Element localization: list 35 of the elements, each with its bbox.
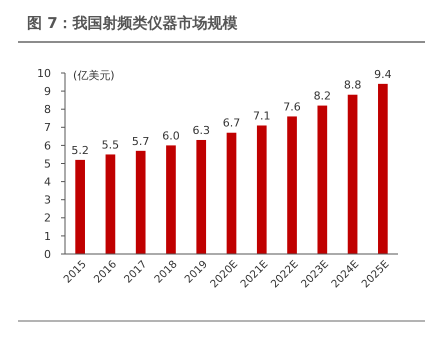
data-label: 7.1 — [253, 109, 271, 122]
data-label: 6.3 — [192, 124, 210, 137]
bar — [256, 125, 267, 254]
bar — [287, 116, 297, 254]
bar — [196, 140, 206, 254]
y-tick-label: 7 — [44, 121, 51, 134]
bar — [226, 132, 236, 254]
bar — [348, 94, 358, 254]
data-label: 8.2 — [314, 90, 332, 103]
bar — [106, 154, 116, 254]
chart-title: 图 7：我国射频类仪器市场规模 — [27, 14, 239, 32]
y-tick-label: 6 — [44, 139, 51, 152]
y-tick-label: 3 — [44, 194, 51, 207]
bar — [136, 150, 146, 254]
data-label: 6.0 — [162, 129, 180, 142]
y-tick-label: 0 — [44, 248, 51, 261]
data-label: 9.4 — [374, 68, 392, 81]
y-tick-label: 4 — [44, 175, 51, 188]
y-tick-label: 1 — [44, 230, 51, 243]
y-tick-label: 8 — [44, 103, 51, 116]
data-label: 5.7 — [132, 134, 150, 148]
data-label: 7.6 — [283, 100, 301, 114]
bar — [75, 160, 85, 254]
data-label: 8.8 — [344, 78, 362, 92]
bar — [317, 106, 328, 254]
y-tick-label: 9 — [44, 84, 51, 98]
data-label: 6.7 — [222, 116, 240, 130]
bar — [166, 145, 176, 254]
data-label: 5.2 — [71, 144, 89, 157]
y-tick-label: 2 — [44, 212, 51, 225]
y-tick-label: 10 — [37, 66, 51, 80]
y-tick-label: 5 — [44, 157, 51, 170]
bar — [378, 84, 388, 254]
y-axis-title: (亿美元) — [73, 69, 115, 82]
data-label: 5.5 — [102, 138, 120, 152]
